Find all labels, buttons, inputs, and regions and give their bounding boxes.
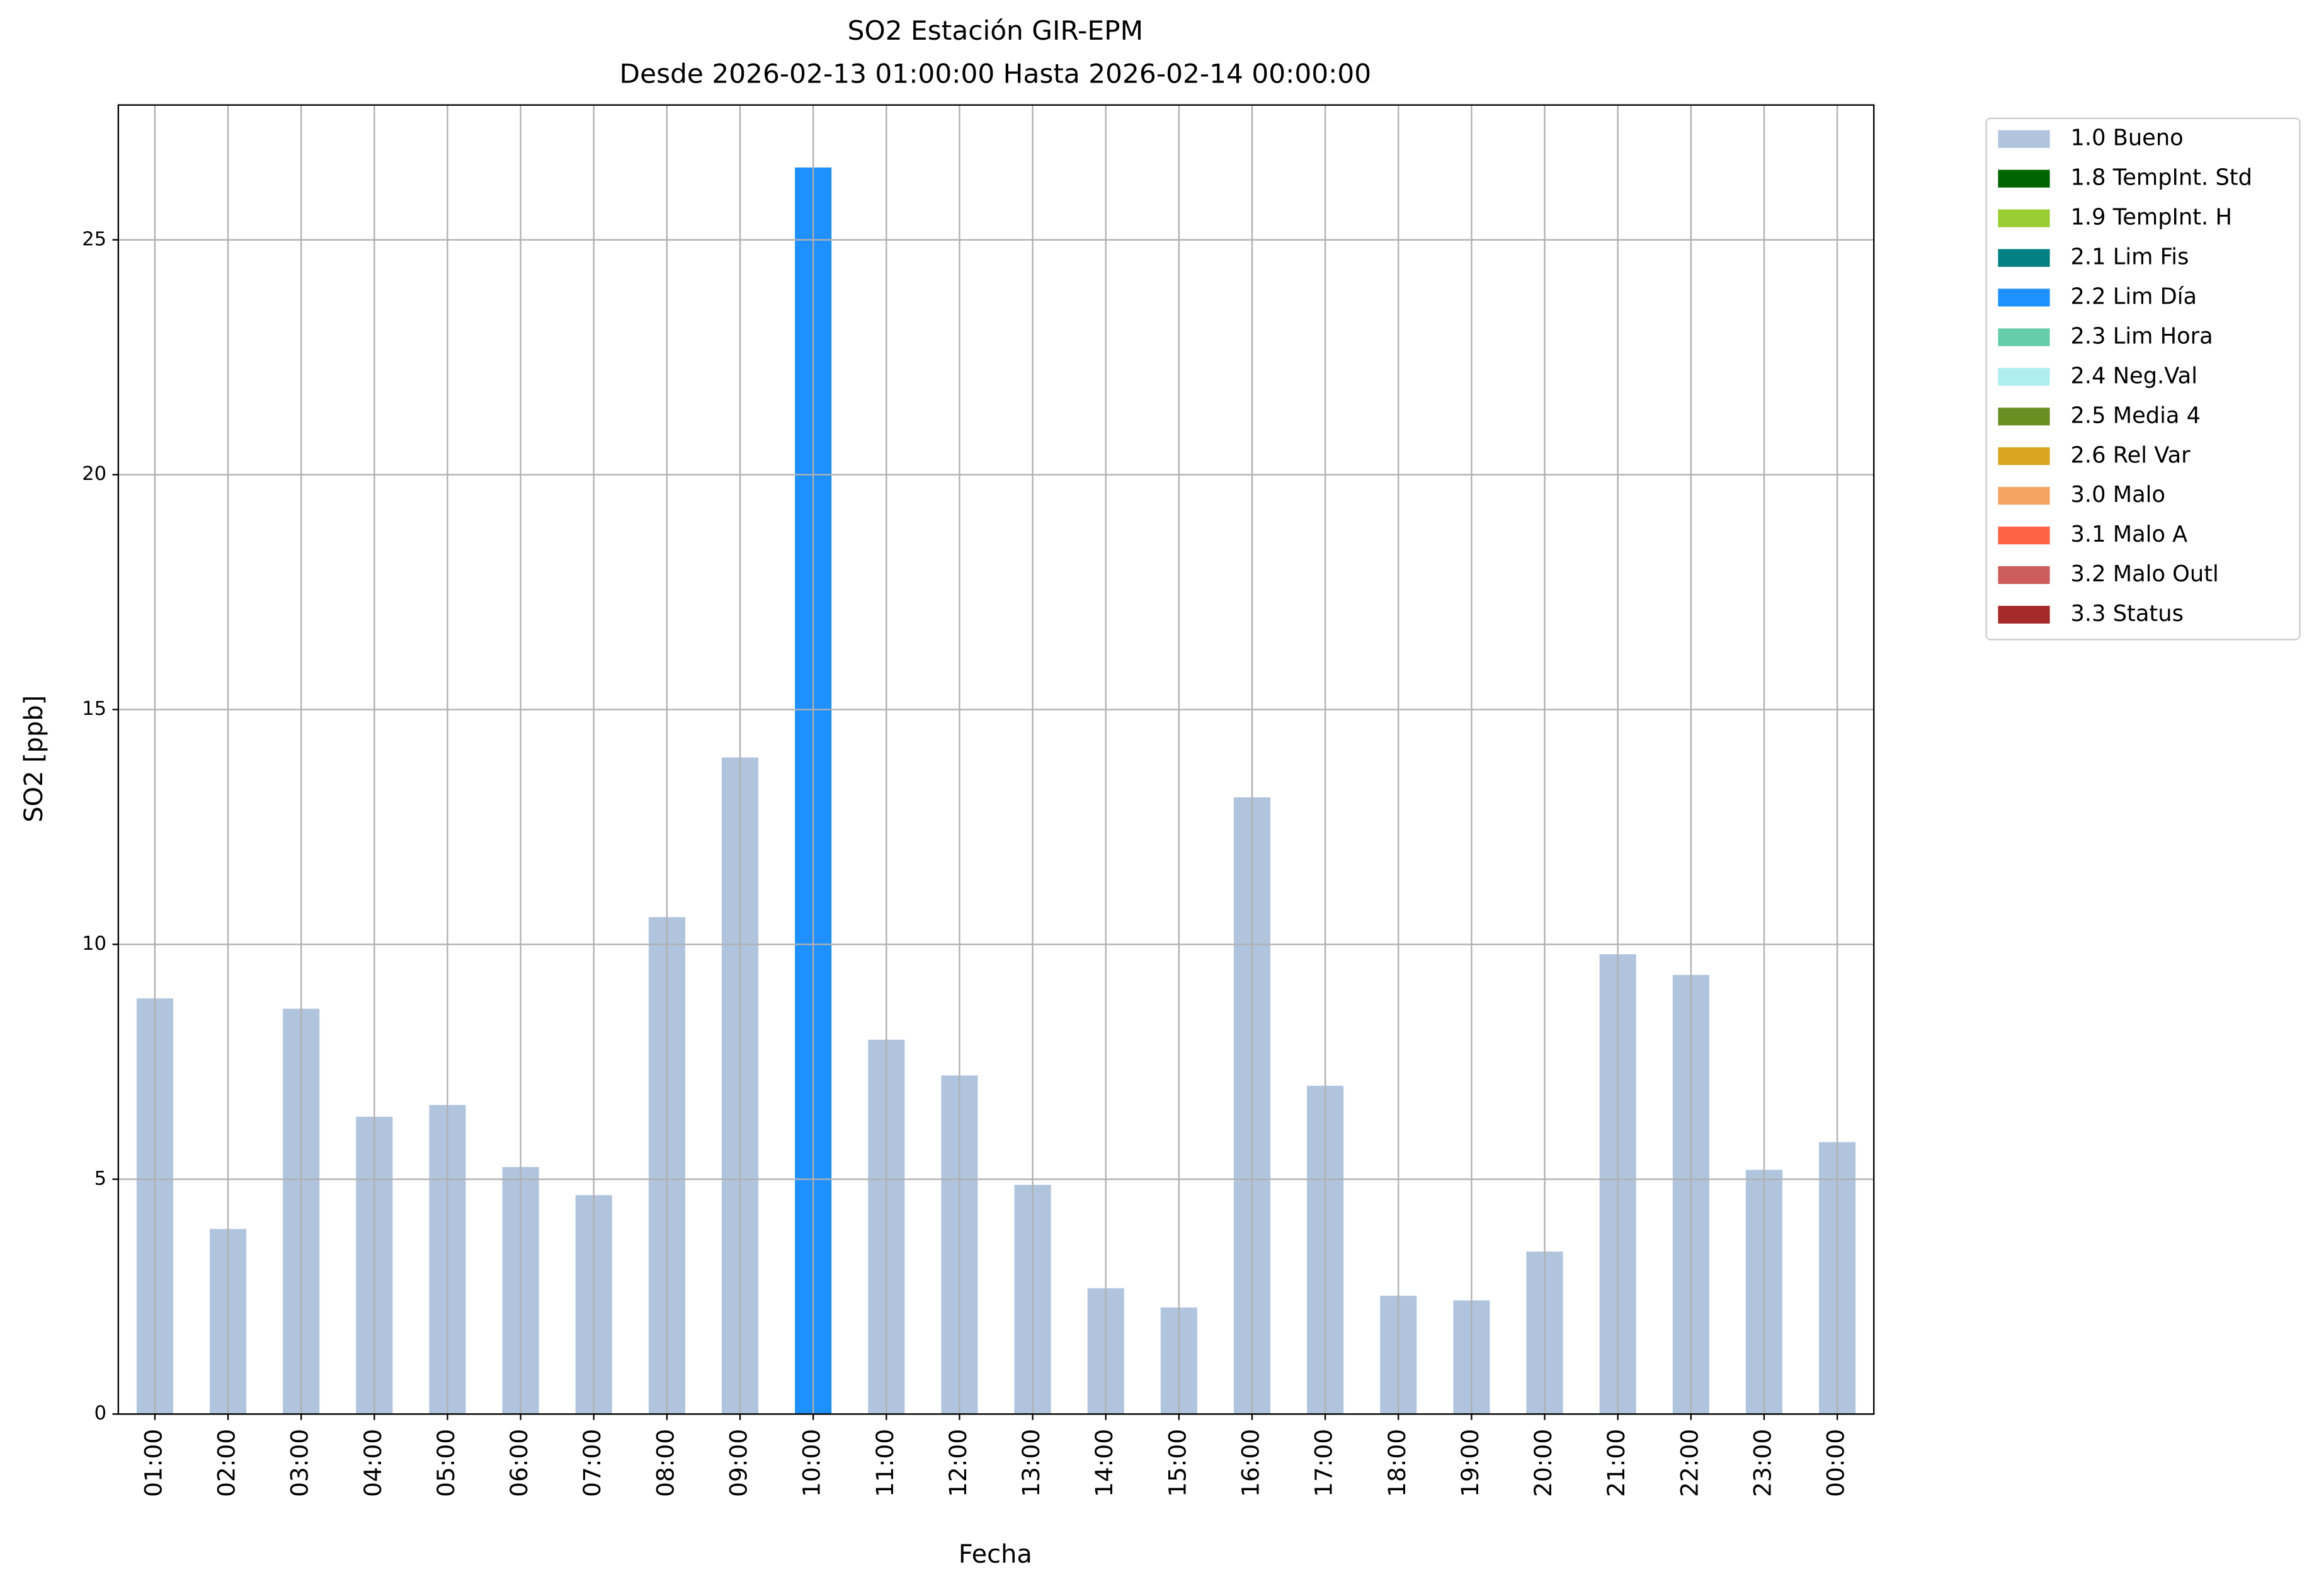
y-tick-label: 10 bbox=[82, 933, 106, 955]
legend-swatch bbox=[1998, 408, 2050, 426]
x-tick-label: 22:00 bbox=[1675, 1429, 1703, 1497]
legend-label: 1.8 TempInt. Std bbox=[2071, 165, 2252, 191]
x-tick-label: 12:00 bbox=[944, 1429, 972, 1497]
x-tick-label: 01:00 bbox=[139, 1429, 167, 1497]
chart-title: SO2 Estación GIR-EPM bbox=[848, 15, 1143, 46]
legend-swatch bbox=[1998, 447, 2050, 465]
x-tick-label: 13:00 bbox=[1017, 1429, 1045, 1497]
legend-swatch bbox=[1998, 566, 2050, 584]
x-tick-label: 17:00 bbox=[1310, 1429, 1338, 1497]
x-tick-label: 10:00 bbox=[798, 1429, 826, 1497]
plot-frame bbox=[117, 104, 1875, 1415]
x-tick-label: 23:00 bbox=[1748, 1429, 1776, 1497]
x-tick-label: 00:00 bbox=[1822, 1429, 1850, 1497]
legend-label: 1.9 TempInt. H bbox=[2071, 205, 2232, 231]
x-tick-label: 21:00 bbox=[1602, 1429, 1630, 1497]
legend-swatch bbox=[1998, 605, 2050, 624]
x-tick-label: 07:00 bbox=[578, 1429, 606, 1497]
legend-swatch bbox=[1998, 249, 2050, 267]
y-axis-label: SO2 [ppb] bbox=[20, 695, 48, 823]
legend-label: 3.2 Malo Outl bbox=[2071, 561, 2219, 587]
legend-label: 2.1 Lim Fis bbox=[2071, 244, 2189, 270]
legend-label: 2.2 Lim Día bbox=[2071, 284, 2197, 310]
legend-label: 2.4 Neg.Val bbox=[2071, 363, 2197, 389]
chart-subtitle: Desde 2026-02-13 01:00:00 Hasta 2026-02-… bbox=[620, 58, 1372, 89]
x-tick-label: 06:00 bbox=[505, 1429, 533, 1497]
legend-label: 2.6 Rel Var bbox=[2071, 442, 2191, 468]
legend-swatch bbox=[1998, 130, 2050, 148]
y-tick-label: 0 bbox=[94, 1403, 106, 1425]
x-tick-label: 15:00 bbox=[1163, 1429, 1191, 1497]
x-tick-label: 04:00 bbox=[359, 1429, 387, 1497]
legend-swatch bbox=[1998, 169, 2050, 188]
x-axis-label: Fecha bbox=[959, 1540, 1032, 1569]
x-tick-label: 20:00 bbox=[1529, 1429, 1557, 1497]
y-tick-label: 25 bbox=[82, 228, 106, 250]
legend-swatch bbox=[1998, 487, 2050, 505]
legend-label: 3.0 Malo bbox=[2071, 482, 2166, 508]
legend-swatch bbox=[1998, 328, 2050, 346]
legend-swatch bbox=[1998, 527, 2050, 545]
y-tick-label: 15 bbox=[82, 698, 106, 720]
legend-label: 1.0 Bueno bbox=[2071, 125, 2184, 151]
x-tick-label: 02:00 bbox=[213, 1429, 241, 1497]
legend-label: 3.3 Status bbox=[2071, 601, 2184, 627]
legend-label: 2.5 Media 4 bbox=[2071, 402, 2201, 428]
x-tick-label: 11:00 bbox=[871, 1429, 899, 1497]
x-tick-label: 16:00 bbox=[1237, 1429, 1265, 1497]
x-tick-label: 05:00 bbox=[432, 1429, 460, 1497]
legend-box bbox=[1985, 117, 2301, 641]
legend-swatch bbox=[1998, 209, 2050, 227]
y-tick-label: 5 bbox=[94, 1168, 106, 1190]
legend-label: 3.1 Malo A bbox=[2071, 522, 2188, 547]
legend-swatch bbox=[1998, 288, 2050, 307]
x-tick-label: 08:00 bbox=[651, 1429, 679, 1497]
x-tick-label: 09:00 bbox=[725, 1429, 753, 1497]
x-tick-label: 19:00 bbox=[1456, 1429, 1484, 1497]
x-tick-label: 18:00 bbox=[1383, 1429, 1411, 1497]
y-tick-label: 20 bbox=[82, 463, 106, 485]
x-tick-label: 14:00 bbox=[1090, 1429, 1118, 1497]
x-tick-label: 03:00 bbox=[286, 1429, 314, 1497]
legend-swatch bbox=[1998, 368, 2050, 386]
legend-label: 2.3 Lim Hora bbox=[2071, 323, 2213, 349]
